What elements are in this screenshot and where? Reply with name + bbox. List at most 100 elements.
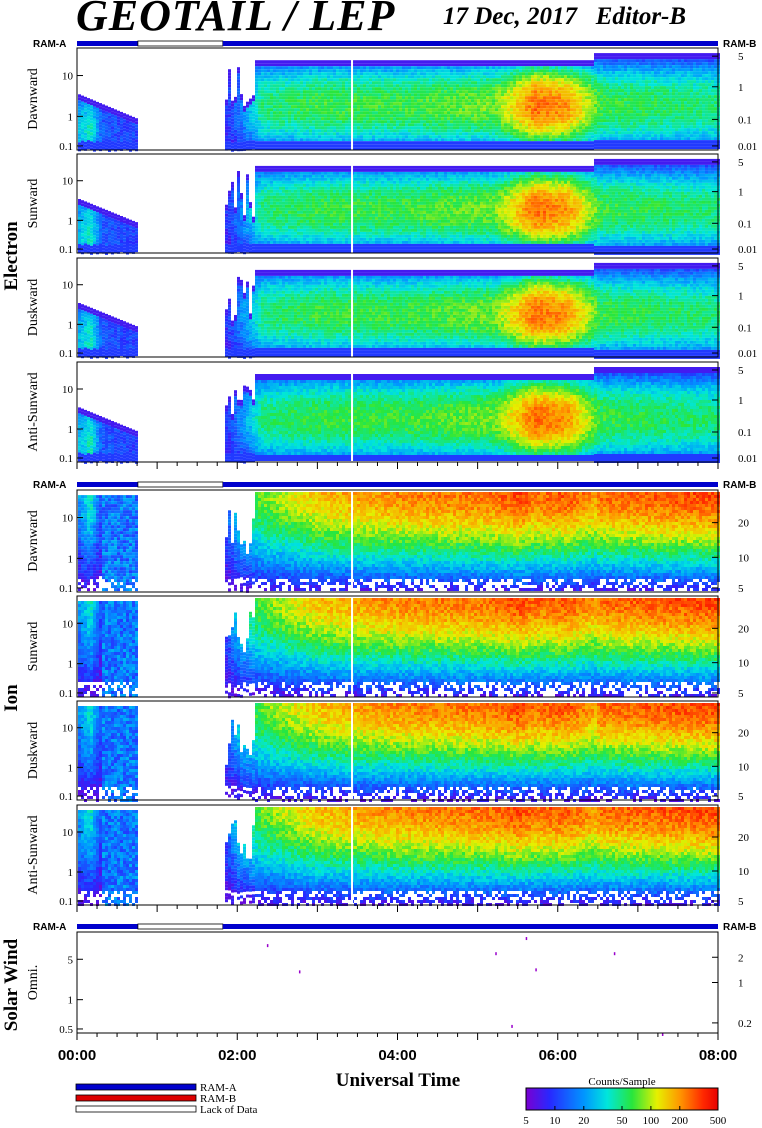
- left-tick-label: 1: [68, 867, 74, 879]
- left-tick-label: 0.1: [59, 896, 73, 908]
- right-tick-label: 2: [738, 952, 744, 964]
- colorbar-tick-label: 50: [617, 1115, 629, 1127]
- right-tick-label: 0.2: [738, 1018, 752, 1030]
- colorbar-tick-label: 20: [578, 1115, 590, 1127]
- time-ticks: [77, 905, 718, 912]
- right-tick-label: 10: [738, 552, 750, 564]
- legend-swatch: [76, 1095, 196, 1101]
- right-tick-label: 5: [738, 261, 744, 273]
- mode-label-right: RAM-B: [723, 480, 756, 491]
- panel-frame: [77, 932, 718, 1033]
- x-tick-label: 06:00: [539, 1047, 577, 1064]
- left-tick-label: 0.1: [59, 791, 73, 803]
- right-tick-label: 20: [738, 518, 750, 530]
- left-tick-label: 0.1: [59, 583, 73, 595]
- panel-label: Sunward: [26, 179, 41, 229]
- right-tick-label: 5: [738, 365, 744, 377]
- right-tick-label: 0.1: [738, 114, 752, 126]
- legend-swatch: [76, 1084, 196, 1090]
- left-tick-label: 10: [62, 280, 74, 292]
- geotail-lep-chart: RAM-A RAM-B Electron Dawnward 10 1 0.1 5 1 0.1 0.0…: [0, 0, 762, 1128]
- right-tick-label: 20: [738, 832, 750, 844]
- left-tick-label: 10: [62, 384, 74, 396]
- right-tick-label: 0.01: [738, 348, 757, 360]
- left-tick-label: 0.1: [59, 141, 73, 153]
- legend-swatch: [76, 1106, 196, 1112]
- mode-bar-lack-of-data: [138, 41, 223, 46]
- mode-label-left: RAM-A: [33, 39, 66, 50]
- panel-electron-anti-sunward: Anti-Sunward 10 1 0.1 5 1 0.1 0.01: [26, 362, 757, 465]
- panel-label: Anti-Sunward: [26, 815, 41, 894]
- right-tick-label: 10: [738, 866, 750, 878]
- panel-label: Anti-Sunward: [26, 372, 41, 451]
- right-tick-label: 1: [738, 291, 744, 303]
- x-tick-label: 08:00: [699, 1047, 737, 1064]
- left-tick-label: 0.1: [59, 453, 73, 465]
- panel-ion-anti-sunward: Anti-Sunward 10 1 0.1 20 10 5: [26, 805, 750, 908]
- right-tick-label: 0.01: [738, 453, 757, 465]
- data-mark: [526, 937, 528, 940]
- right-tick-label: 0.1: [738, 322, 752, 334]
- left-tick-label: 1: [68, 215, 74, 227]
- data-mark: [535, 968, 537, 971]
- panel-label: Duskward: [26, 722, 41, 780]
- mode-label-right: RAM-B: [723, 39, 756, 50]
- right-tick-label: 0.01: [738, 141, 757, 153]
- left-tick-label: 0.1: [59, 244, 73, 256]
- x-tick-label: 04:00: [378, 1047, 416, 1064]
- left-tick-label: 10: [62, 513, 74, 525]
- colorbar-tick-label: 10: [549, 1115, 561, 1127]
- mode-bar-lack-of-data: [138, 482, 223, 487]
- panel-label: Duskward: [26, 279, 41, 337]
- right-tick-label: 10: [738, 658, 750, 670]
- mode-bar: RAM-A RAM-B: [33, 480, 756, 491]
- colorbar-title: Counts/Sample: [588, 1076, 655, 1088]
- mode-bar-ram-a: [223, 924, 718, 929]
- left-tick-label: 1: [68, 424, 74, 436]
- group-label: Ion: [1, 684, 22, 712]
- right-tick-label: 1: [738, 187, 744, 199]
- mode-bar-ram-a: [223, 482, 718, 487]
- left-tick-label: 0.1: [59, 688, 73, 700]
- mode-bar-ram-a: [77, 482, 138, 487]
- data-mark: [511, 1025, 512, 1028]
- x-axis-label: Universal Time: [336, 1070, 460, 1091]
- right-tick-label: 1: [738, 978, 744, 990]
- data-mark: [614, 952, 616, 955]
- right-tick-label: 5: [738, 688, 744, 700]
- right-tick-label: 5: [738, 791, 744, 803]
- left-tick-label: 10: [62, 723, 74, 735]
- left-tick-label: 10: [62, 827, 74, 839]
- right-tick-label: 1: [738, 395, 744, 407]
- panel-label: Dawnward: [26, 510, 41, 571]
- right-tick-label: 0.01: [738, 244, 757, 256]
- right-tick-label: 0.1: [738, 218, 752, 230]
- left-tick-label: 10: [62, 176, 74, 188]
- left-tick-label: 5: [68, 954, 74, 966]
- colorbar-tick-label: 500: [710, 1115, 727, 1127]
- legend-label: Lack of Data: [200, 1104, 258, 1116]
- group-label: Electron: [1, 221, 22, 291]
- left-tick-label: 0.1: [59, 348, 73, 360]
- left-tick-label: 1: [68, 762, 74, 774]
- x-tick-label: 02:00: [218, 1047, 256, 1064]
- group-label: Solar Wind: [1, 938, 22, 1031]
- right-tick-label: 5: [738, 896, 744, 908]
- mode-bar-ram-a: [223, 41, 718, 46]
- mode-bar-lack-of-data: [138, 924, 223, 929]
- panel-label: Sunward: [26, 622, 41, 672]
- right-tick-label: 5: [738, 51, 744, 63]
- right-tick-label: 0.1: [738, 427, 752, 439]
- mode-label-left: RAM-A: [33, 480, 66, 491]
- right-tick-label: 20: [738, 623, 750, 635]
- panel-label: Omni.: [26, 965, 41, 1000]
- time-ticks: [77, 1033, 718, 1040]
